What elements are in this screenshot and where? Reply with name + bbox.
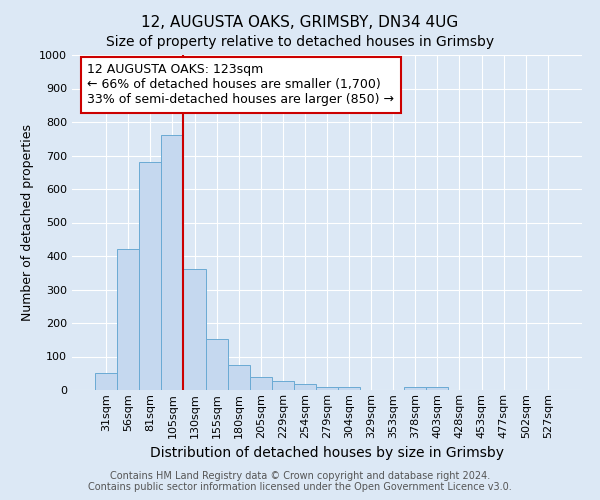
Bar: [227, 365, 250, 390]
Text: 12 AUGUSTA OAKS: 123sqm
← 66% of detached houses are smaller (1,700)
33% of semi: 12 AUGUSTA OAKS: 123sqm ← 66% of detache…: [88, 64, 394, 106]
Bar: [294, 384, 316, 390]
Y-axis label: Number of detached properties: Number of detached properties: [20, 124, 34, 321]
Bar: [427, 388, 448, 390]
Bar: [338, 388, 360, 390]
Bar: [184, 270, 206, 390]
Bar: [316, 386, 338, 390]
Bar: [117, 250, 139, 390]
Bar: [404, 388, 427, 390]
Text: Contains HM Land Registry data © Crown copyright and database right 2024.
Contai: Contains HM Land Registry data © Crown c…: [88, 471, 512, 492]
Text: 12, AUGUSTA OAKS, GRIMSBY, DN34 4UG: 12, AUGUSTA OAKS, GRIMSBY, DN34 4UG: [142, 15, 458, 30]
Bar: [139, 162, 161, 390]
Bar: [95, 373, 117, 390]
Bar: [272, 380, 294, 390]
Bar: [206, 338, 227, 390]
Bar: [161, 136, 184, 390]
Text: Size of property relative to detached houses in Grimsby: Size of property relative to detached ho…: [106, 35, 494, 49]
Bar: [250, 376, 272, 390]
X-axis label: Distribution of detached houses by size in Grimsby: Distribution of detached houses by size …: [150, 446, 504, 460]
